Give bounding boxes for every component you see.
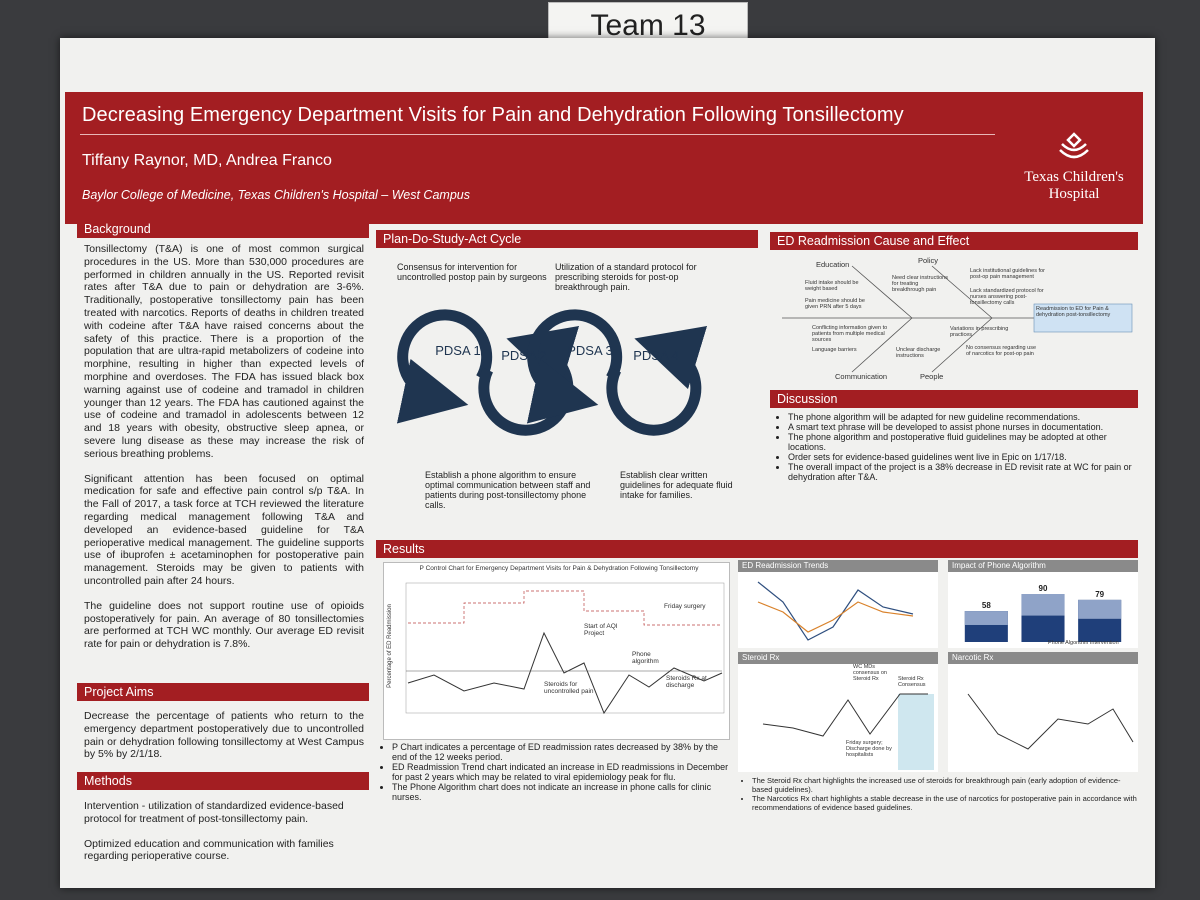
pdsa-caption: Establish a phone algorithm to ensure op… <box>425 470 591 510</box>
cycle-label: PDSA 4 <box>633 348 679 363</box>
category: People <box>920 372 944 381</box>
chart-title: Steroid Rx <box>738 652 938 664</box>
category: Policy <box>918 256 939 265</box>
paragraph: Significant attention has been focused o… <box>84 472 364 587</box>
bar-top <box>1021 594 1065 616</box>
cause: Pain medicine should be given PRN after … <box>805 298 865 310</box>
cause: Conflicting information given to patient… <box>812 325 888 343</box>
p-chart-plot <box>405 582 725 715</box>
cause: Unclear discharge instructions <box>896 347 941 359</box>
methods-text: Intervention - utilization of standardiz… <box>84 800 364 875</box>
annotation: Steroid Rx Consensus <box>898 676 926 688</box>
section-heading: ED Readmission Cause and Effect <box>770 232 1138 250</box>
logo-line: Hospital <box>1048 186 1100 202</box>
bullet: The phone algorithm will be adapted for … <box>788 412 1138 422</box>
category: Education <box>816 260 850 269</box>
p-chart: P Control Chart for Emergency Department… <box>383 562 730 740</box>
bar-total: 79 <box>1095 590 1104 599</box>
bullet: The phone algorithm and postoperative fl… <box>788 432 1138 452</box>
bullet: A smart text phrase will be developed to… <box>788 422 1138 432</box>
narcotic-chart: Narcotic Rx <box>948 652 1138 772</box>
bar-total: 58 <box>982 601 991 610</box>
affiliation: Baylor College of Medicine, Texas Childr… <box>82 188 470 202</box>
y-axis-label: Percentage of ED Readmission <box>386 604 393 688</box>
phone-plot: 58 90 79 <box>964 584 1122 642</box>
cycle-arrow <box>606 326 708 436</box>
pdsa-diagram: PDSA 1 PDSA 2 PDSA 3 PDSA 4 <box>396 309 708 436</box>
rule <box>80 134 995 135</box>
bullet: P Chart indicates a percentage of ED rea… <box>392 742 733 762</box>
chart-title: Narcotic Rx <box>948 652 1138 664</box>
cycle-label: PDSA 3 <box>567 343 613 358</box>
annotation: Phone algorithm <box>632 651 659 665</box>
cause: No consensus regarding use of narcotics … <box>966 345 1037 357</box>
results-right-list: The Steroid Rx chart highlights the incr… <box>738 776 1138 812</box>
background-text: Tonsillectomy (T&A) is one of most commo… <box>84 243 364 663</box>
logo-line: Texas Children's <box>1024 169 1124 185</box>
ed-trends-plot <box>757 581 914 641</box>
cause: Language barriers <box>812 347 857 353</box>
ed-trends-chart: ED Readmission Trends <box>738 560 938 648</box>
section-heading: Background <box>77 220 369 238</box>
bullet: Order sets for evidence-based guidelines… <box>788 452 1138 462</box>
annotation: Start of AQI Project <box>584 623 618 637</box>
annotation: Steroids for uncontrolled pain <box>544 681 594 695</box>
chart-title: ED Readmission Trends <box>738 560 938 572</box>
cycle-arrow <box>526 309 623 424</box>
paragraph: Intervention - utilization of standardiz… <box>84 800 344 825</box>
title: Decreasing Emergency Department Visits f… <box>82 104 904 126</box>
logo: Texas Children's Hospital <box>1015 132 1133 203</box>
pdsa-caption: Establish clear written guidelines for a… <box>620 470 733 500</box>
results-list: P Chart indicates a percentage of ED rea… <box>378 742 733 802</box>
bullet: The Steroid Rx chart highlights the incr… <box>752 776 1138 794</box>
logo-icon <box>1059 132 1089 159</box>
narcotic-plot <box>967 693 1134 750</box>
steroid-plot <box>762 693 934 770</box>
section-heading: Results <box>376 540 1138 558</box>
bar-total: 90 <box>1039 584 1048 593</box>
chart-title: P Control Chart for Emergency Department… <box>419 565 699 572</box>
cause: Lack institutional guidelines for post-o… <box>970 268 1045 280</box>
annotation: Friday surgery; Discharge done by hospit… <box>846 740 892 758</box>
effect: Readmission to ED for Pain & dehydration… <box>1036 306 1111 318</box>
bar-top <box>964 611 1008 625</box>
cycle-label: PDSA 1 <box>435 343 481 358</box>
category: Communication <box>835 372 888 381</box>
section-heading: Discussion <box>770 390 1138 408</box>
annotation: WC MDs consensus on Steroid Rx <box>853 664 887 682</box>
cycle-arrow <box>396 309 493 424</box>
section-heading: Plan-Do-Study-Act Cycle <box>376 230 758 248</box>
x-axis-label: Phone Algorithm Intervention <box>1048 640 1119 646</box>
chart-title: Impact of Phone Algorithm <box>948 560 1138 572</box>
header: Decreasing Emergency Department Visits f… <box>65 92 1143 224</box>
authors: Tiffany Raynor, MD, Andrea Franco <box>82 152 332 169</box>
paragraph: The guideline does not support routine u… <box>84 599 364 651</box>
cause: Fluid intake should be weight based <box>805 280 859 292</box>
bullet: The Narcotics Rx chart highlights a stab… <box>752 794 1138 812</box>
cause: Variations in prescribing practices <box>950 326 1009 338</box>
cycle-label: PDSA 2 <box>501 348 547 363</box>
section-heading: Methods <box>77 772 369 790</box>
paragraph: Optimized education and communication wi… <box>84 837 334 863</box>
pdsa-caption: Utilization of a standard protocol for p… <box>555 262 697 292</box>
aims-text: Decrease the percentage of patients who … <box>84 710 364 761</box>
bullet: The overall impact of the project is a 3… <box>788 462 1138 482</box>
bullet: The Phone Algorithm chart does not indic… <box>392 782 733 802</box>
cause: Need clear instructions for treating bre… <box>892 275 948 293</box>
discussion-list: The phone algorithm will be adapted for … <box>774 412 1138 482</box>
cause: Lack standardized protocol for nurses an… <box>970 288 1044 306</box>
section-heading: Project Aims <box>77 683 369 701</box>
phone-algorithm-chart: Impact of Phone Algorithm 58 90 79 Phone A… <box>948 560 1138 648</box>
pdsa-caption: Consensus for intervention for uncontrol… <box>397 262 547 282</box>
paragraph: Tonsillectomy (T&A) is one of most commo… <box>84 243 364 460</box>
bar-top <box>1078 599 1122 619</box>
annotation: Steroids Rx at discharge <box>666 675 707 689</box>
annotation: Friday surgery <box>664 603 706 610</box>
fishbone <box>782 265 1133 373</box>
bullet: ED Readmission Trend chart indicated an … <box>392 762 733 782</box>
steroid-chart: Steroid Rx WC MDs consensus on Steroid R… <box>738 652 938 772</box>
